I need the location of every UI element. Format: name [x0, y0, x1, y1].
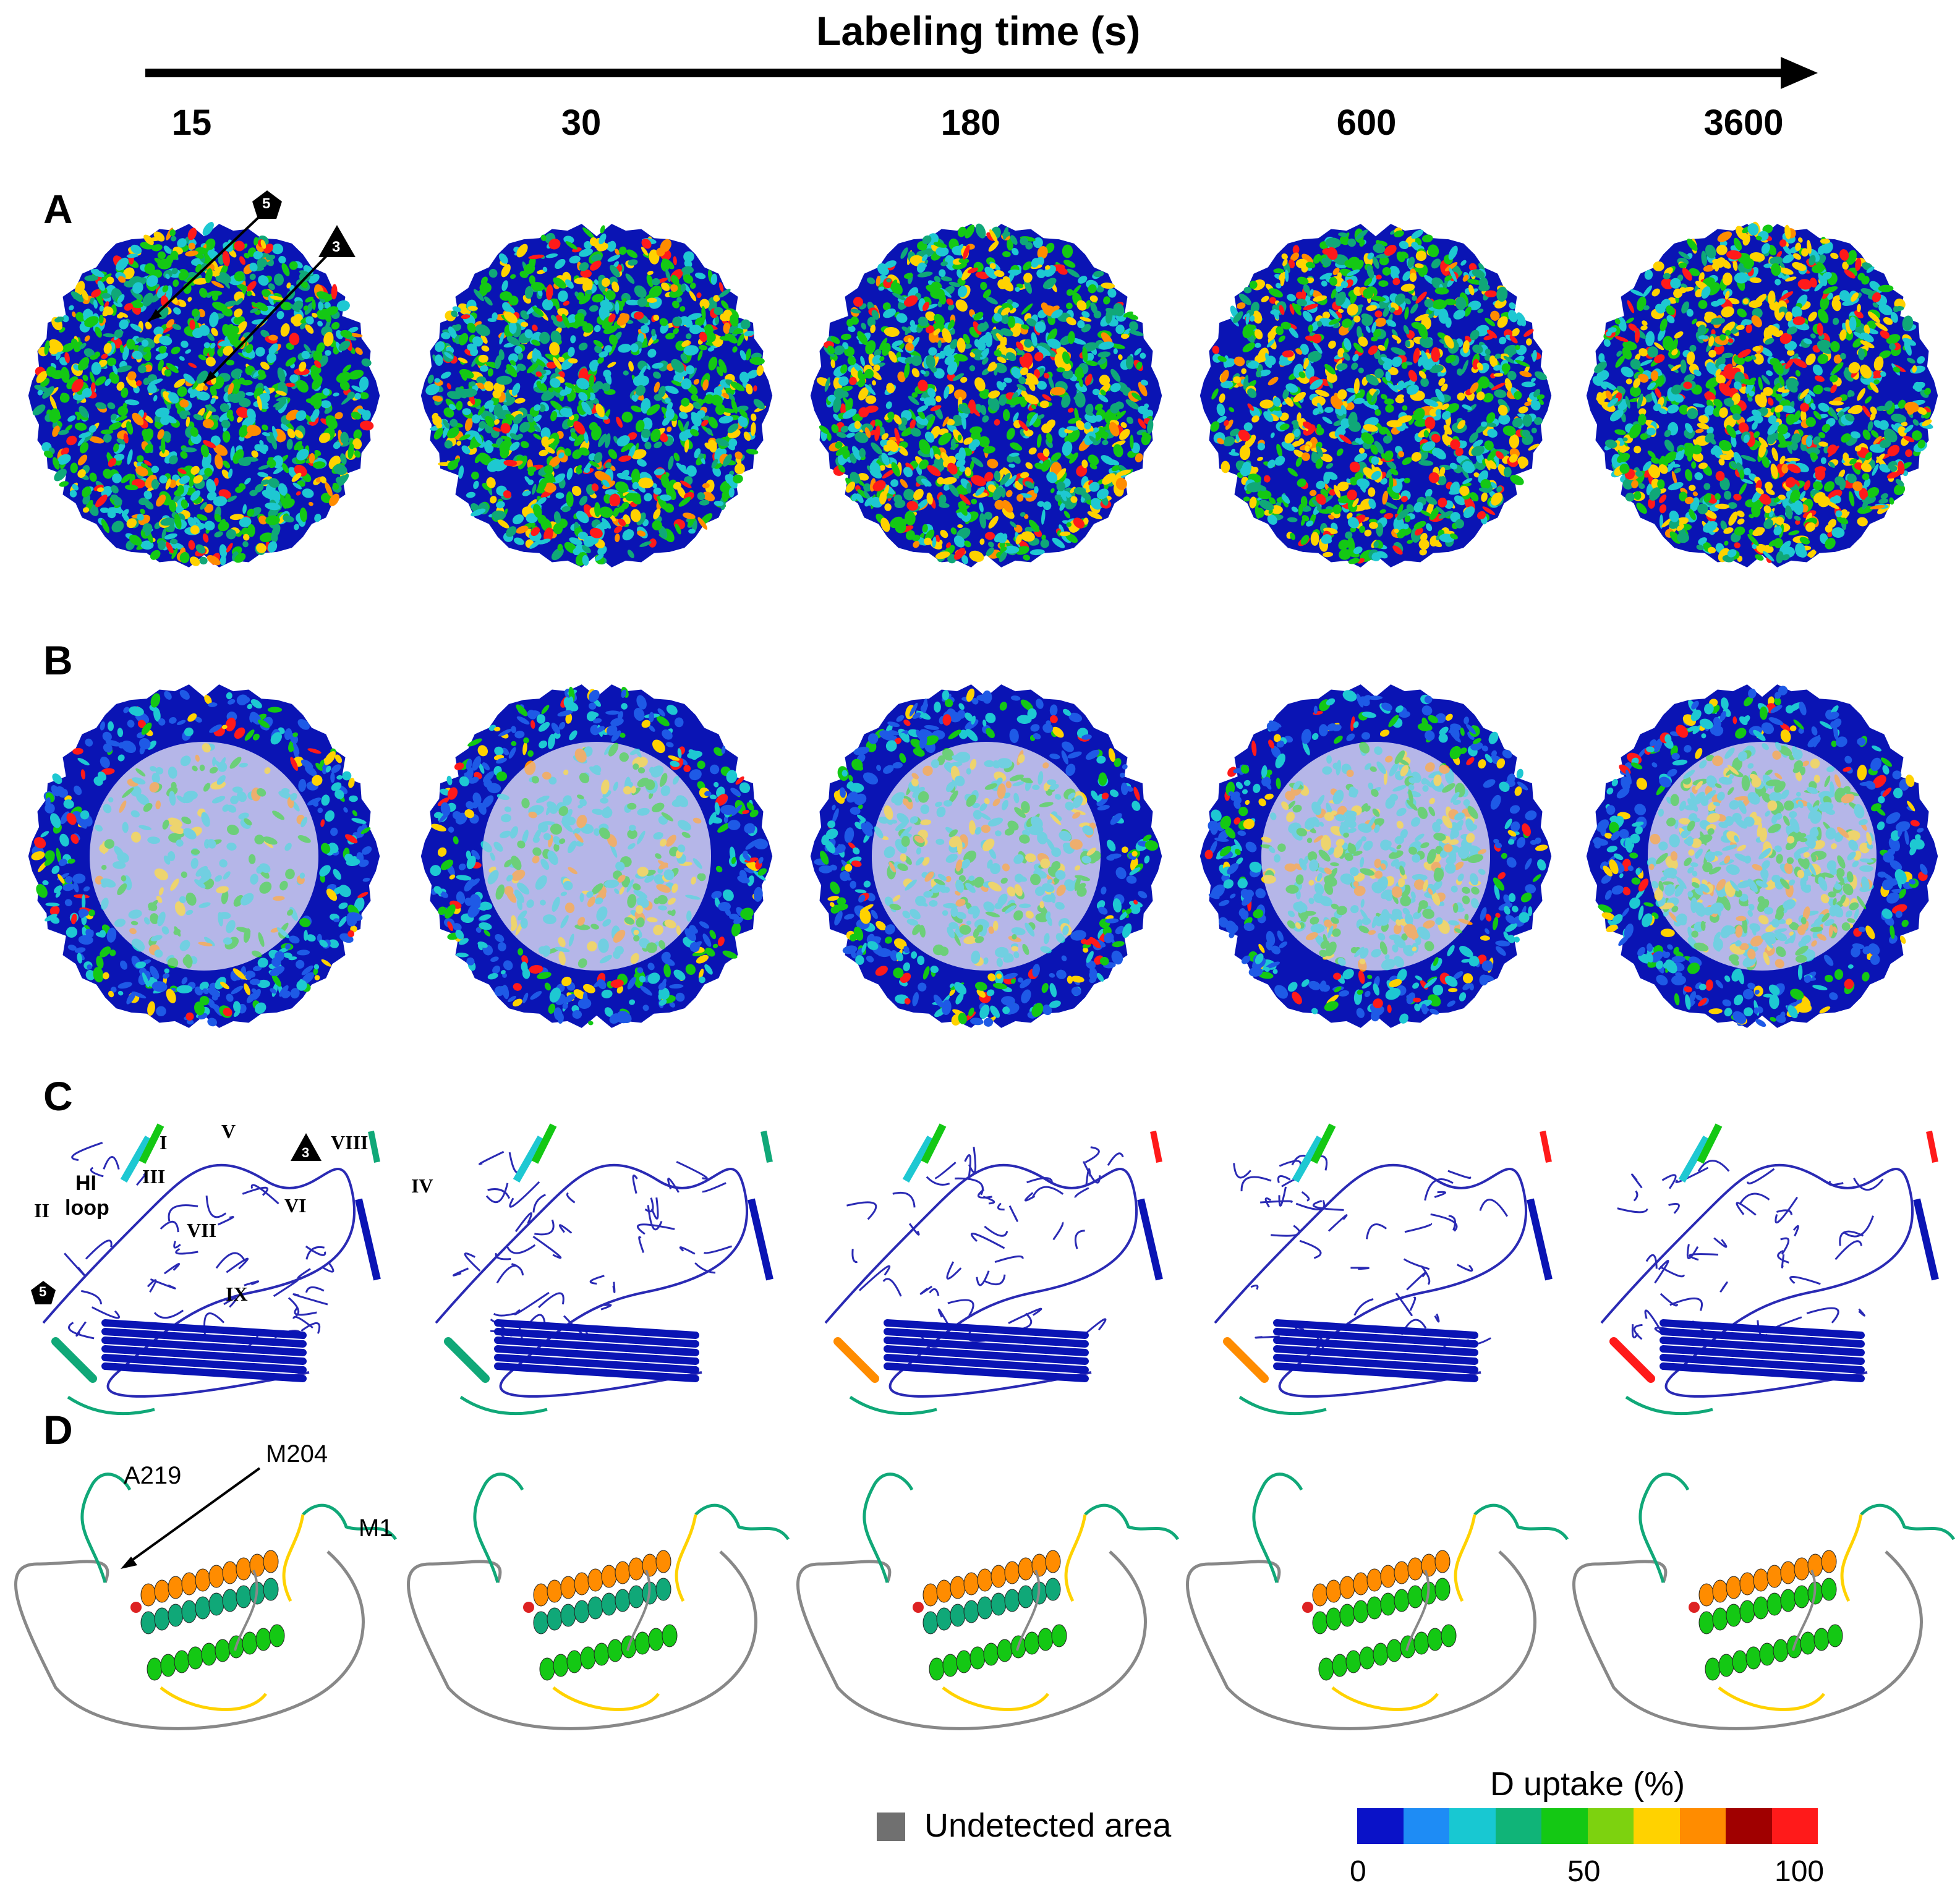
time-label: 15: [171, 103, 212, 143]
fivefold-number: 5: [262, 195, 271, 212]
region-label: IV: [411, 1175, 433, 1197]
surface-patches: [1647, 742, 1877, 971]
surface-patches: [95, 743, 311, 969]
surface-patches: [814, 688, 1159, 1027]
surface-patches: [1592, 221, 1933, 564]
vp1u-structure: [796, 1473, 1180, 1730]
surface-patches: [425, 225, 767, 566]
panel-label-d: D: [43, 1407, 73, 1453]
vp-ribbon: [1214, 1123, 1553, 1416]
colorbar-title: D uptake (%): [1490, 1766, 1685, 1803]
hi-loop-label: HI: [75, 1171, 96, 1195]
surface-patches: [1260, 741, 1487, 972]
vp1u-structure: [407, 1473, 790, 1730]
vp1u-structure: [1186, 1473, 1569, 1730]
region-label: III: [142, 1165, 166, 1188]
colorbar-segment: [1726, 1808, 1772, 1844]
time-label: 3600: [1703, 103, 1784, 143]
colorbar-segment: [1495, 1808, 1541, 1844]
surface-patches: [430, 686, 769, 1026]
surface-patches: [1210, 227, 1547, 564]
colorbar-tick: 0: [1350, 1855, 1366, 1888]
time-label: 30: [561, 103, 602, 143]
vp-ribbon: [1600, 1123, 1939, 1416]
region-label: I: [160, 1131, 168, 1154]
colorbar-segment: [1357, 1808, 1404, 1844]
colorbar: [1357, 1808, 1818, 1844]
region-label: VIII: [331, 1131, 369, 1154]
fivefold-number-c: 5: [39, 1284, 47, 1299]
panel-label-b: B: [43, 637, 73, 683]
region-label: II: [34, 1199, 49, 1222]
vp1u-structure: [14, 1473, 398, 1730]
colorbar-segment: [1771, 1808, 1818, 1844]
threefold-number: 3: [332, 239, 341, 255]
colorbar-tick: 50: [1567, 1855, 1601, 1888]
undetected-swatch: [877, 1813, 905, 1841]
region-label: VII: [187, 1219, 217, 1241]
undetected-label: Undetected area: [924, 1807, 1172, 1844]
region-label: V: [221, 1120, 236, 1142]
surface-patches: [480, 742, 706, 968]
axis-title: Labeling time (s): [816, 8, 1141, 54]
vp1u-structure: [1572, 1473, 1956, 1730]
region-label: VI: [284, 1194, 307, 1217]
vp-ribbon: [824, 1123, 1163, 1416]
colorbar-segment: [1449, 1808, 1496, 1844]
colorbar-segment: [1634, 1808, 1680, 1844]
surface-patches: [874, 748, 1101, 967]
region-label: IX: [226, 1283, 248, 1305]
surface-patches: [31, 689, 372, 1027]
colorbar-segment: [1587, 1808, 1634, 1844]
vp-ribbon: [42, 1123, 381, 1416]
residue-label-a219: A219: [124, 1462, 182, 1489]
time-label: 180: [940, 103, 1001, 143]
vp-ribbon: [435, 1123, 773, 1416]
time-label: 600: [1336, 103, 1397, 143]
surface-patches: [1204, 690, 1548, 1024]
panel-label-c: C: [43, 1073, 73, 1119]
surface-patches: [816, 223, 1154, 564]
hi-loop-label: loop: [65, 1196, 109, 1220]
colorbar-segment: [1403, 1808, 1449, 1844]
colorbar-tick: 100: [1775, 1855, 1825, 1888]
threefold-number-c: 3: [302, 1145, 310, 1160]
surface-patches: [1592, 686, 1928, 1027]
colorbar-segment: [1541, 1808, 1588, 1844]
residue-label-m204: M204: [266, 1440, 328, 1468]
colorbar-segment: [1679, 1808, 1726, 1844]
panel-label-a: A: [43, 186, 73, 232]
residue-label-m1: M1: [359, 1515, 393, 1542]
